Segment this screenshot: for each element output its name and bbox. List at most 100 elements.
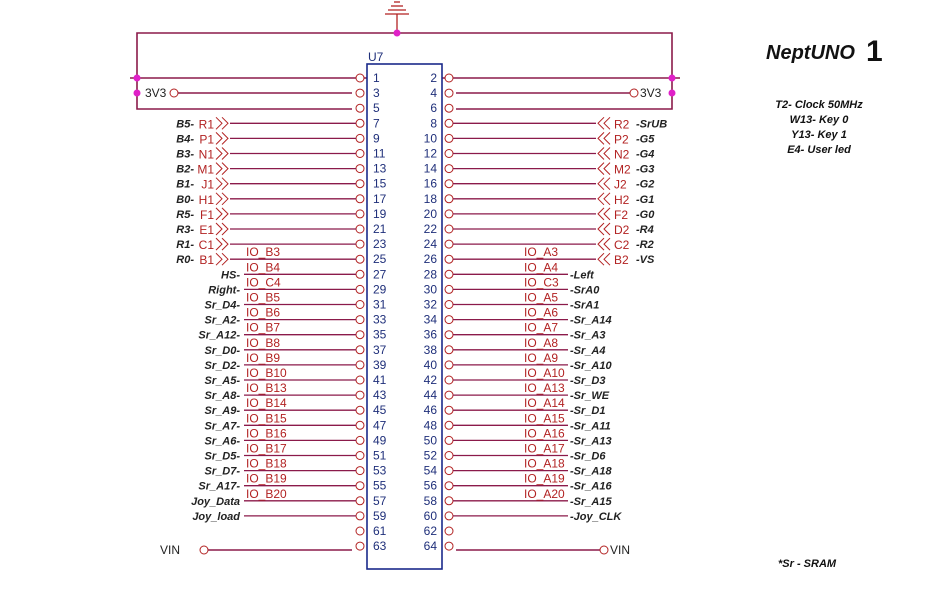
pin-left-connector	[355, 315, 365, 325]
pin-left-connector	[355, 451, 365, 460]
pin-number-right: 50	[424, 433, 438, 447]
signal-label-left: Sr_A12-	[198, 330, 240, 342]
io-label-left: IO_B20	[246, 487, 287, 501]
pin-right-connector	[444, 466, 454, 476]
signal-label-right: -SrUB	[636, 118, 667, 130]
signal-label-left: Sr_A17-	[198, 481, 240, 493]
signal-label-left: Sr_A6-	[205, 435, 241, 447]
port-arrow-icon	[597, 252, 611, 266]
pin-number-right: 40	[424, 358, 438, 372]
pin-left-connector	[355, 420, 365, 430]
note-line: W13- Key 0	[790, 114, 850, 126]
port-arrow-icon	[215, 192, 229, 206]
pin-right-connector	[444, 149, 454, 158]
fpga-pin-right: B2	[614, 253, 629, 267]
fpga-pin-right: P2	[614, 132, 629, 146]
pin-right-connector	[444, 420, 454, 430]
pin-right-connector	[444, 284, 454, 294]
io-label-right: IO_A4	[524, 260, 558, 274]
pin-left-connector	[355, 375, 365, 385]
pin-number-left: 57	[373, 494, 387, 508]
signal-label-left: R5-	[176, 209, 194, 221]
fpga-pin-right: R2	[614, 117, 630, 131]
pin-left-connector	[355, 164, 365, 174]
port-arrow-icon	[597, 162, 611, 175]
port-arrow-icon	[215, 177, 229, 191]
pin-number-right: 2	[430, 71, 437, 85]
signal-label-right: -VS	[636, 254, 655, 266]
pin-right-connector	[444, 73, 454, 83]
pin-left-connector	[355, 511, 365, 521]
fpga-pin-left: E1	[199, 223, 214, 237]
pin-right-connector	[444, 330, 454, 340]
io-label-right: IO_A19	[524, 472, 565, 486]
pin-number-left: 27	[373, 267, 387, 281]
power-3v3-right-label: 3V3	[640, 86, 662, 100]
pin-number-left: 37	[373, 343, 387, 357]
footnote-sram: *Sr - SRAM	[778, 558, 837, 570]
port-arrow-icon	[597, 132, 611, 145]
pin-number-left: 11	[373, 147, 386, 161]
pin-number-right: 20	[424, 207, 438, 221]
signal-label-right: -Sr_A18	[570, 466, 612, 478]
pin-number-left: 41	[373, 373, 387, 387]
signal-label-right: -Sr_A4	[570, 345, 605, 357]
pin-right-connector	[444, 133, 454, 143]
pin-number-right: 26	[424, 252, 438, 266]
pin-number-left: 43	[373, 388, 387, 402]
pin-right-connector	[444, 511, 454, 521]
io-label-right: IO_C3	[524, 275, 559, 289]
signal-label-left: B0-	[176, 194, 194, 206]
pin-left-connector	[355, 330, 365, 340]
fpga-pin-left: P1	[199, 132, 214, 146]
pin-right-connector	[444, 239, 454, 249]
pin-left-connector	[355, 345, 365, 355]
pin-number-right: 10	[424, 131, 438, 145]
brand-name: NeptUNO	[766, 42, 855, 64]
io-label-right: IO_A20	[524, 487, 565, 501]
signal-label-right: -Sr_A13	[570, 435, 612, 447]
signal-label-left: B4-	[176, 133, 194, 145]
pin-number-right: 64	[424, 539, 438, 553]
io-label-left: IO_B14	[246, 396, 287, 410]
signal-label-right: -Sr_A10	[570, 360, 612, 372]
junction-right-3v3	[668, 89, 676, 97]
pin-number-left: 45	[373, 403, 387, 417]
signal-label-right: -Sr_D3	[570, 375, 605, 387]
port-arrow-icon	[597, 116, 611, 130]
io-label-left: IO_B8	[246, 336, 280, 350]
signal-label-right: -Sr_D6	[570, 451, 606, 463]
signal-label-left: Right-	[208, 284, 240, 296]
io-label-right: IO_A13	[524, 381, 565, 395]
junction-left-top	[133, 74, 141, 82]
pin-number-right: 56	[424, 479, 438, 493]
port-arrow-icon	[215, 222, 229, 236]
pin-number-right: 8	[430, 116, 437, 130]
pin-right-connector	[444, 405, 454, 415]
pin-left-connector	[355, 194, 365, 204]
pin-number-right: 44	[424, 388, 438, 402]
pin-number-right: 4	[430, 86, 437, 100]
ground-symbol	[385, 1, 409, 33]
pin-right-connector	[444, 118, 454, 128]
signal-label-left: Sr_D0-	[205, 345, 241, 357]
pin-number-right: 62	[424, 524, 438, 538]
pin-number-right: 52	[424, 449, 438, 463]
signal-label-left: Sr_D7-	[205, 466, 241, 478]
power-3v3-left-label: 3V3	[145, 86, 167, 100]
pin-right-connector	[444, 300, 454, 309]
io-label-right: IO_A9	[524, 351, 558, 365]
fpga-pin-left: H1	[199, 193, 215, 207]
pin-number-right: 42	[424, 373, 438, 387]
signal-label-right: -Sr_A14	[570, 315, 612, 327]
port-arrow-icon	[597, 147, 611, 160]
io-label-left: IO_B4	[246, 260, 280, 274]
io-label-left: IO_B3	[246, 245, 280, 259]
port-arrow-icon	[597, 237, 611, 251]
port-arrow-icon	[215, 162, 229, 175]
fpga-pin-right: F2	[614, 208, 628, 222]
signal-label-right: -Sr_A16	[570, 481, 612, 493]
note-line: T2- Clock 50MHz	[775, 99, 863, 111]
pin-number-right: 32	[424, 298, 438, 312]
